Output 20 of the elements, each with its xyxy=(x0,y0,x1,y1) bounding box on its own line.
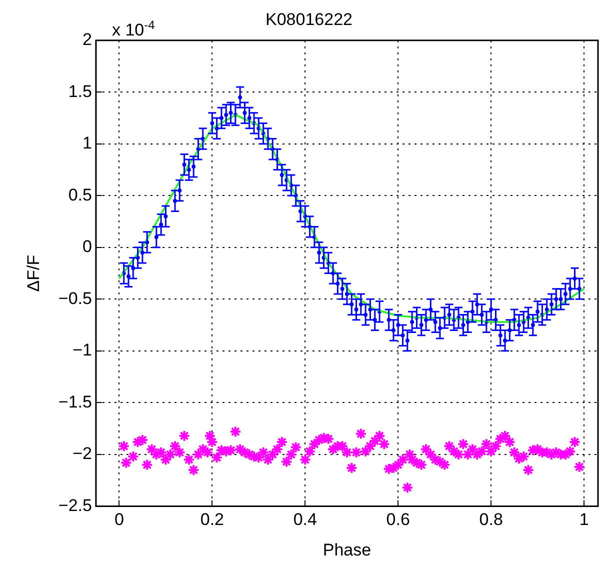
x-tick-label: 1 xyxy=(579,510,589,530)
y-tick-label: 0.5 xyxy=(68,185,92,204)
chart-title: K08016222 xyxy=(266,10,352,29)
x-axis-title: Phase xyxy=(322,540,372,560)
x-tick-label: 0.6 xyxy=(386,510,410,530)
y-tick-label: −0.5 xyxy=(58,288,92,308)
x-tick-label: 0.4 xyxy=(293,510,317,530)
y-axis-title: ΔF/F xyxy=(24,254,43,292)
y-tick-label: 0 xyxy=(82,237,92,256)
y-tick-label: −2 xyxy=(72,444,92,464)
y-tick-label: 1 xyxy=(82,134,92,153)
y-tick-label: −1 xyxy=(72,340,92,360)
y-tick-label: 1.5 xyxy=(68,82,92,101)
y-tick-label: 2 xyxy=(82,30,92,50)
y-tick-label: −1.5 xyxy=(58,392,92,412)
y-tick-label: −2.5 xyxy=(58,496,92,515)
text: x 10$^{-4}$ xyxy=(112,18,155,41)
x-tick-label: 0.8 xyxy=(479,510,503,530)
x-tick-label: 0.2 xyxy=(200,510,224,530)
x-tick-label: 0 xyxy=(114,510,124,530)
